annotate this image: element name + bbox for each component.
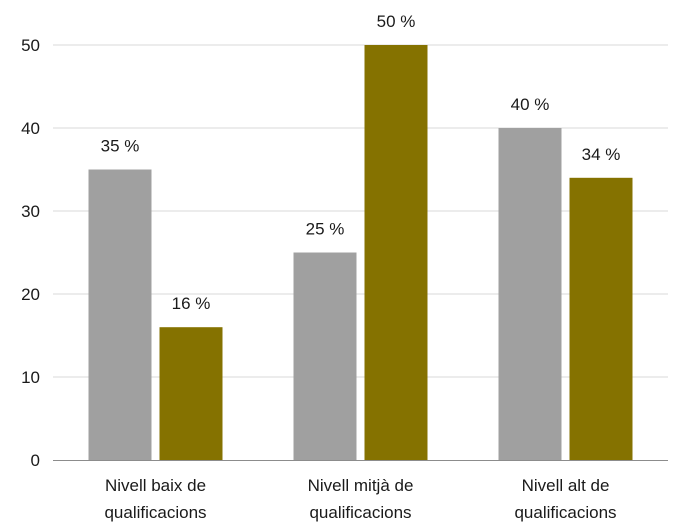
gridlines <box>53 44 668 378</box>
data-label-series2-cat1: 16 % <box>172 294 211 313</box>
x-category-label-2-line-2: qualificacions <box>309 503 411 522</box>
x-category-label-2-line-1: Nivell mitjà de <box>308 476 414 495</box>
data-label-series1-cat2: 25 % <box>306 220 345 239</box>
x-category-label-1-line-2: qualificacions <box>104 503 206 522</box>
y-tick-label-10: 10 <box>21 368 40 387</box>
bar-series2-cat1 <box>159 327 223 460</box>
y-tick-label-0: 0 <box>31 451 40 470</box>
y-axis-ticks: 0 10 20 30 40 50 <box>21 36 40 470</box>
x-category-label-1-line-1: Nivell baix de <box>105 476 206 495</box>
bars <box>88 45 633 461</box>
y-tick-label-20: 20 <box>21 285 40 304</box>
data-label-series2-cat3: 34 % <box>582 145 621 164</box>
y-tick-label-30: 30 <box>21 202 40 221</box>
y-tick-label-50: 50 <box>21 36 40 55</box>
data-label-series1-cat3: 40 % <box>511 95 550 114</box>
y-tick-label-40: 40 <box>21 119 40 138</box>
x-axis-category-labels: Nivell baix de qualificacions Nivell mitjà… <box>104 476 616 522</box>
data-label-series2-cat2: 50 % <box>377 12 416 31</box>
data-label-series1-cat1: 35 % <box>101 137 140 156</box>
x-category-label-3-line-2: qualificacions <box>514 503 616 522</box>
x-category-label-3-line-1: Nivell alt de <box>522 476 610 495</box>
bar-series2-cat3 <box>569 177 633 461</box>
data-labels: 35 % 16 % 25 % 50 % 40 % 34 % <box>101 12 621 313</box>
bar-series1-cat1 <box>88 169 152 460</box>
bar-series1-cat3 <box>498 128 562 460</box>
bar-series1-cat2 <box>293 252 357 460</box>
bar-series2-cat2 <box>364 45 428 460</box>
